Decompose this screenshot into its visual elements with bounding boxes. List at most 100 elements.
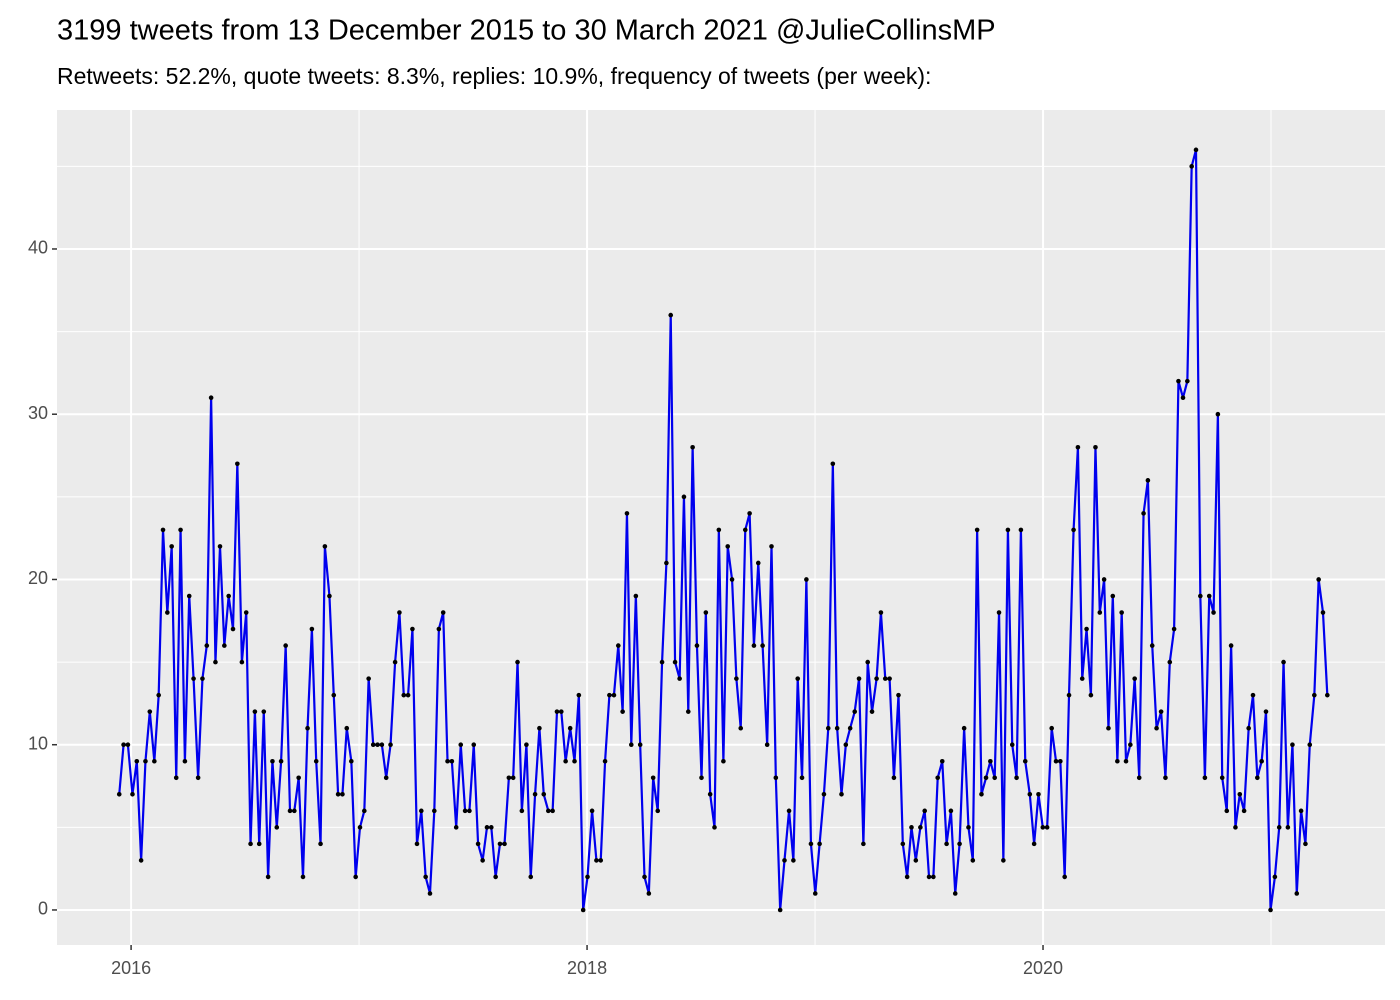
data-point (878, 610, 884, 615)
data-point (633, 593, 639, 599)
data-point (585, 874, 590, 880)
plot-panel (57, 110, 1385, 945)
data-point (1084, 626, 1089, 632)
data-point (900, 841, 906, 847)
data-point (1312, 692, 1317, 698)
data-point (773, 775, 779, 781)
data-point (480, 858, 485, 863)
data-point (195, 775, 201, 781)
data-point (939, 758, 945, 764)
data-point (296, 775, 301, 781)
data-point (475, 841, 481, 847)
data-point (707, 791, 713, 797)
data-point (353, 874, 358, 880)
data-point (357, 825, 363, 830)
data-point (948, 808, 954, 814)
data-point (370, 742, 376, 748)
data-point (125, 742, 131, 748)
data-point (988, 758, 993, 764)
data-point (1088, 692, 1094, 698)
data-point (821, 791, 827, 797)
data-point (1176, 378, 1181, 384)
data-point (1145, 478, 1151, 483)
data-point (791, 858, 796, 863)
data-point (1250, 692, 1256, 698)
data-point (1307, 742, 1313, 748)
data-point (256, 841, 262, 847)
data-point (440, 610, 446, 615)
data-point (449, 758, 455, 764)
data-point (235, 461, 240, 467)
data-point (1281, 659, 1286, 665)
data-point (1040, 825, 1046, 830)
data-point (335, 791, 341, 797)
data-point (1316, 577, 1321, 582)
data-point (922, 808, 928, 814)
data-point (721, 758, 726, 764)
data-point (191, 676, 196, 681)
data-point (777, 907, 783, 913)
data-point (340, 791, 345, 797)
data-point (602, 758, 608, 764)
data-point (742, 527, 748, 533)
data-point (423, 874, 428, 880)
x-tick-label: 2020 (1023, 958, 1063, 978)
data-point (904, 874, 910, 880)
data-point (1123, 758, 1129, 764)
data-point (747, 511, 752, 516)
data-point (287, 808, 293, 814)
data-point (1198, 593, 1203, 599)
data-point (204, 643, 210, 648)
data-point (931, 874, 936, 880)
data-point (607, 692, 612, 698)
data-point (628, 742, 634, 748)
data-point (799, 775, 805, 781)
data-point (992, 775, 997, 781)
data-point (896, 692, 901, 698)
data-point (1320, 610, 1326, 615)
data-point (694, 643, 700, 648)
data-point (156, 692, 161, 698)
data-point (532, 791, 538, 797)
data-point (1211, 610, 1216, 615)
data-point (169, 544, 174, 549)
data-point (134, 758, 140, 764)
data-point (1193, 147, 1199, 153)
data-point (519, 808, 525, 814)
data-point (637, 742, 643, 748)
data-point (230, 626, 236, 632)
data-point (1219, 775, 1225, 781)
data-point (624, 511, 630, 516)
data-point (1044, 825, 1050, 830)
data-point (1154, 725, 1159, 731)
data-point (143, 758, 148, 764)
data-point (432, 808, 437, 814)
data-point (1233, 825, 1238, 830)
data-point (1093, 444, 1098, 450)
data-point (484, 825, 490, 830)
data-point (524, 742, 529, 748)
data-point (729, 577, 735, 582)
data-point (594, 858, 599, 863)
data-point (239, 659, 245, 665)
x-tick-label: 2018 (567, 958, 607, 978)
data-point (944, 841, 949, 847)
data-point (366, 676, 371, 681)
data-point (580, 907, 586, 913)
data-point (1136, 775, 1142, 781)
data-point (795, 676, 801, 681)
data-point (375, 742, 380, 748)
data-point (248, 841, 253, 847)
data-point (1132, 676, 1137, 681)
data-point (1018, 527, 1024, 533)
data-point (344, 725, 350, 731)
data-point (349, 758, 354, 764)
data-point (1158, 709, 1164, 714)
data-point (861, 841, 866, 847)
data-point (300, 874, 306, 880)
data-point (1206, 593, 1212, 599)
data-point (401, 692, 407, 698)
data-point (952, 891, 958, 896)
data-point (716, 527, 722, 533)
